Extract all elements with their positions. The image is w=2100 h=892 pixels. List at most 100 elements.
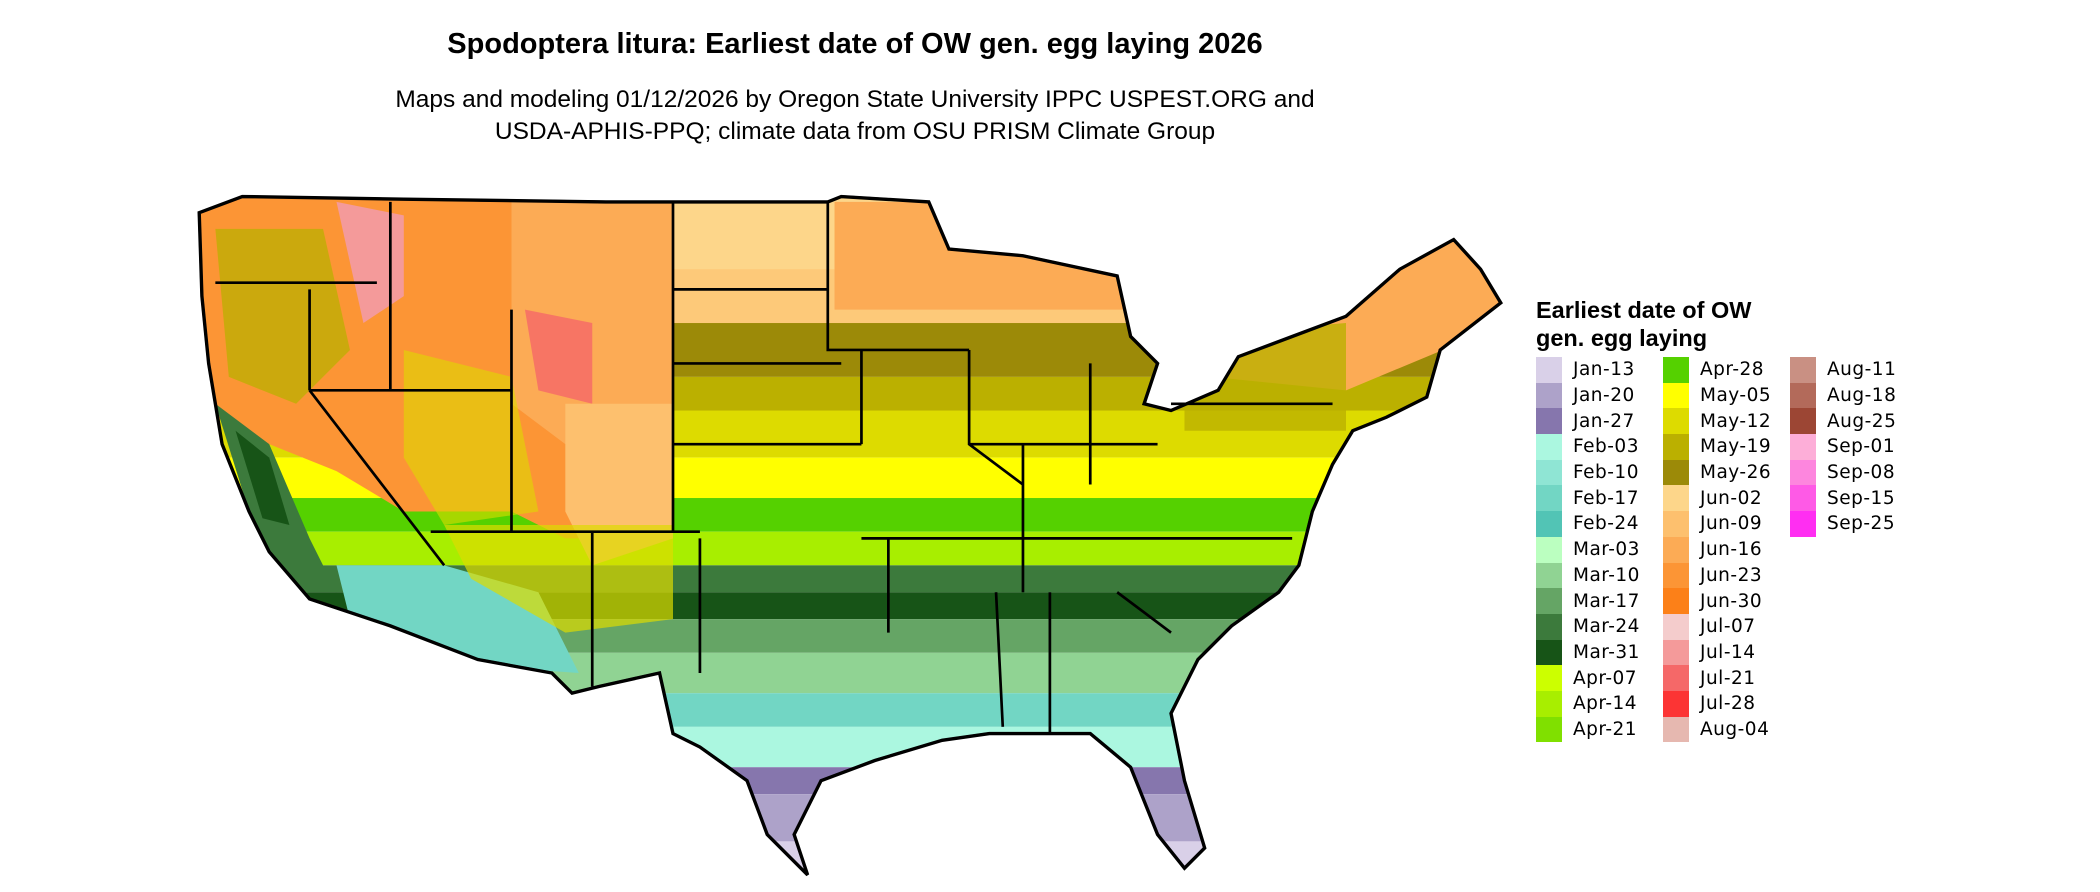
legend-item: Feb-24 xyxy=(1536,511,1663,537)
legend-swatch xyxy=(1536,588,1562,614)
legend-item: Aug-18 xyxy=(1790,382,1917,409)
legend-swatch xyxy=(1536,613,1562,640)
legend-swatch xyxy=(1536,434,1562,460)
legend-label: Apr-14 xyxy=(1573,693,1638,715)
legend-label: Feb-10 xyxy=(1573,462,1639,484)
legend-label: Feb-03 xyxy=(1573,436,1639,458)
legend-label: Feb-24 xyxy=(1573,513,1639,535)
legend-item: Jul-14 xyxy=(1663,639,1790,666)
legend-label: May-12 xyxy=(1700,410,1772,432)
map-raster xyxy=(199,196,1501,875)
legend-label: Apr-28 xyxy=(1700,359,1765,381)
legend-swatch xyxy=(1790,511,1816,537)
legend-swatch xyxy=(1663,434,1689,460)
legend-item: Sep-01 xyxy=(1790,434,1917,460)
legend-label: Aug-25 xyxy=(1827,410,1897,432)
legend-item: Feb-03 xyxy=(1536,434,1663,460)
legend-label: Jan-13 xyxy=(1573,359,1635,381)
legend-item: Jan-27 xyxy=(1536,408,1663,435)
legend-label: Apr-07 xyxy=(1573,667,1638,689)
legend-label: Sep-25 xyxy=(1827,513,1896,535)
legend-item: Mar-24 xyxy=(1536,613,1663,640)
map-subtitle: Maps and modeling 01/12/2026 by Oregon S… xyxy=(0,84,1710,148)
legend-item: Jun-02 xyxy=(1663,485,1790,512)
legend-swatch xyxy=(1536,357,1562,383)
legend-swatch xyxy=(1663,536,1689,563)
legend-label: Apr-21 xyxy=(1573,718,1638,740)
legend-item: Mar-17 xyxy=(1536,588,1663,614)
legend-item: Jul-21 xyxy=(1663,665,1790,691)
subtitle-line: Maps and modeling 01/12/2026 by Oregon S… xyxy=(395,86,1315,113)
legend-label: May-19 xyxy=(1700,436,1772,458)
map-title: Spodoptera litura: Earliest date of OW g… xyxy=(447,28,1263,60)
legend-item: May-12 xyxy=(1663,408,1790,435)
legend-swatch xyxy=(1536,485,1562,512)
legend-item: Mar-31 xyxy=(1536,639,1663,666)
legend-item: Sep-08 xyxy=(1790,459,1917,486)
legend-swatch xyxy=(1663,408,1689,435)
legend-item: Jan-13 xyxy=(1536,357,1663,383)
legend-swatch xyxy=(1663,665,1689,691)
legend-title: Earliest date of OW gen. egg laying xyxy=(1536,297,1752,351)
legend-label: Sep-01 xyxy=(1827,436,1896,458)
legend-column: Jan-13 Jan-20 Jan-27 Feb-03 Feb-10 Feb-17 Feb-… xyxy=(1536,357,1663,743)
legend-label: Jun-30 xyxy=(1700,590,1763,612)
legend-swatch xyxy=(1663,511,1689,537)
legend-label: Aug-11 xyxy=(1827,359,1897,381)
legend-label: Mar-31 xyxy=(1573,641,1640,663)
legend-swatch xyxy=(1536,716,1562,743)
legend-swatch xyxy=(1536,639,1562,666)
legend-label: Jul-07 xyxy=(1700,616,1756,638)
legend-swatch xyxy=(1536,665,1562,691)
legend-item: May-26 xyxy=(1663,459,1790,486)
legend-swatch xyxy=(1663,716,1689,743)
legend-column: Apr-28 May-05 May-12 May-19 May-26 Jun-02 Jun-… xyxy=(1663,357,1790,743)
legend-label: Mar-10 xyxy=(1573,564,1640,586)
legend-label: Mar-03 xyxy=(1573,539,1640,561)
legend-label: Aug-04 xyxy=(1700,718,1770,740)
legend-item: Sep-15 xyxy=(1790,485,1917,512)
legend-item: Jan-20 xyxy=(1536,382,1663,409)
legend-item: Jun-16 xyxy=(1663,536,1790,563)
legend-swatch xyxy=(1663,459,1689,486)
legend-item: Jul-07 xyxy=(1663,613,1790,640)
legend-swatch xyxy=(1663,639,1689,666)
legend-swatch xyxy=(1536,408,1562,435)
legend-swatch xyxy=(1790,434,1816,460)
legend-swatch xyxy=(1663,588,1689,614)
legend-swatch xyxy=(1663,613,1689,640)
legend-item: Jul-28 xyxy=(1663,690,1790,717)
legend: Earliest date of OW gen. egg laying Jan-… xyxy=(1536,296,1917,743)
legend-swatch xyxy=(1790,485,1816,512)
legend-item: Apr-28 xyxy=(1663,357,1790,383)
legend-item: Apr-14 xyxy=(1536,690,1663,717)
legend-swatch xyxy=(1663,690,1689,717)
legend-swatch xyxy=(1790,459,1816,486)
state-borders xyxy=(197,194,1503,877)
legend-swatch xyxy=(1536,511,1562,537)
legend-label: Jun-02 xyxy=(1700,487,1763,509)
legend-swatch xyxy=(1790,382,1816,409)
legend-item: Sep-25 xyxy=(1790,511,1917,537)
legend-label: May-26 xyxy=(1700,462,1772,484)
legend-columns: Jan-13 Jan-20 Jan-27 Feb-03 Feb-10 Feb-17 Feb-… xyxy=(1536,357,1917,743)
legend-item: May-05 xyxy=(1663,382,1790,409)
legend-label: Jun-09 xyxy=(1700,513,1763,535)
legend-label: Jul-14 xyxy=(1700,641,1756,663)
legend-label: Mar-24 xyxy=(1573,616,1640,638)
legend-item: Jun-09 xyxy=(1663,511,1790,537)
legend-label: Sep-08 xyxy=(1827,462,1896,484)
legend-label: Jun-23 xyxy=(1700,564,1763,586)
legend-item: Apr-07 xyxy=(1536,665,1663,691)
legend-item: Apr-21 xyxy=(1536,716,1663,743)
legend-label: Mar-17 xyxy=(1573,590,1640,612)
legend-item: Jun-23 xyxy=(1663,562,1790,589)
legend-item: Mar-03 xyxy=(1536,536,1663,563)
legend-label: Aug-18 xyxy=(1827,385,1897,407)
legend-swatch xyxy=(1536,459,1562,486)
legend-item: May-19 xyxy=(1663,434,1790,460)
legend-swatch xyxy=(1663,382,1689,409)
legend-item: Aug-25 xyxy=(1790,408,1917,435)
legend-swatch xyxy=(1790,408,1816,435)
